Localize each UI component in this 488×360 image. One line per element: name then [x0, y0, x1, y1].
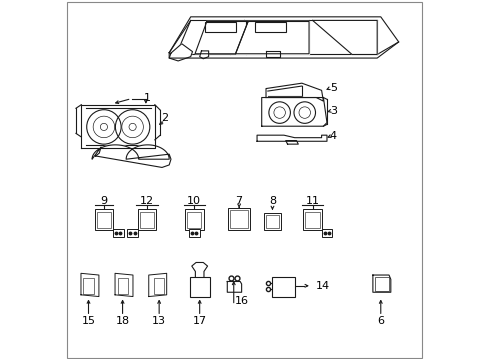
Text: 7: 7: [235, 196, 242, 206]
Polygon shape: [92, 145, 171, 167]
Text: 9: 9: [100, 196, 107, 206]
Text: 17: 17: [192, 316, 206, 325]
Bar: [137, 210, 156, 230]
Polygon shape: [195, 22, 247, 54]
Bar: [204, 22, 235, 32]
Text: 1: 1: [144, 93, 151, 103]
Bar: [94, 210, 113, 230]
Circle shape: [129, 123, 136, 131]
Bar: [97, 212, 111, 228]
Bar: [255, 22, 285, 32]
Polygon shape: [285, 140, 298, 144]
Bar: [127, 229, 138, 237]
Bar: [230, 210, 247, 228]
Polygon shape: [115, 273, 133, 297]
Bar: [83, 278, 93, 294]
Text: 8: 8: [268, 196, 275, 206]
Polygon shape: [235, 22, 308, 54]
Bar: [374, 277, 388, 291]
Polygon shape: [312, 21, 376, 54]
Text: 5: 5: [329, 83, 336, 93]
Bar: [227, 208, 250, 230]
Text: 3: 3: [329, 106, 336, 116]
Bar: [271, 277, 295, 297]
Text: 14: 14: [316, 281, 330, 291]
Polygon shape: [265, 51, 280, 57]
Bar: [154, 278, 164, 294]
Bar: [303, 210, 321, 230]
Bar: [113, 229, 123, 237]
Bar: [264, 213, 281, 230]
Polygon shape: [265, 83, 323, 101]
Text: 12: 12: [140, 196, 154, 206]
Polygon shape: [169, 17, 398, 58]
Text: 2: 2: [161, 113, 168, 123]
Text: 13: 13: [152, 316, 166, 325]
Polygon shape: [261, 98, 326, 126]
Bar: [265, 215, 278, 228]
Text: 16: 16: [234, 296, 248, 306]
Polygon shape: [372, 275, 390, 292]
Text: 18: 18: [115, 316, 129, 325]
Polygon shape: [199, 51, 208, 59]
Bar: [189, 277, 209, 297]
Bar: [184, 210, 203, 230]
Bar: [321, 229, 332, 237]
Text: 15: 15: [81, 316, 95, 325]
Bar: [187, 212, 201, 228]
Text: 4: 4: [329, 131, 336, 141]
Polygon shape: [148, 273, 166, 297]
Circle shape: [100, 123, 107, 131]
Polygon shape: [257, 135, 326, 141]
Bar: [305, 212, 319, 228]
Polygon shape: [169, 44, 192, 61]
Text: 10: 10: [187, 196, 201, 206]
Text: 11: 11: [305, 196, 319, 206]
Bar: [117, 278, 127, 294]
Polygon shape: [81, 105, 155, 148]
Bar: [188, 229, 199, 237]
Polygon shape: [81, 273, 99, 297]
Polygon shape: [227, 282, 241, 292]
Text: 6: 6: [377, 316, 384, 325]
Bar: [140, 212, 154, 228]
